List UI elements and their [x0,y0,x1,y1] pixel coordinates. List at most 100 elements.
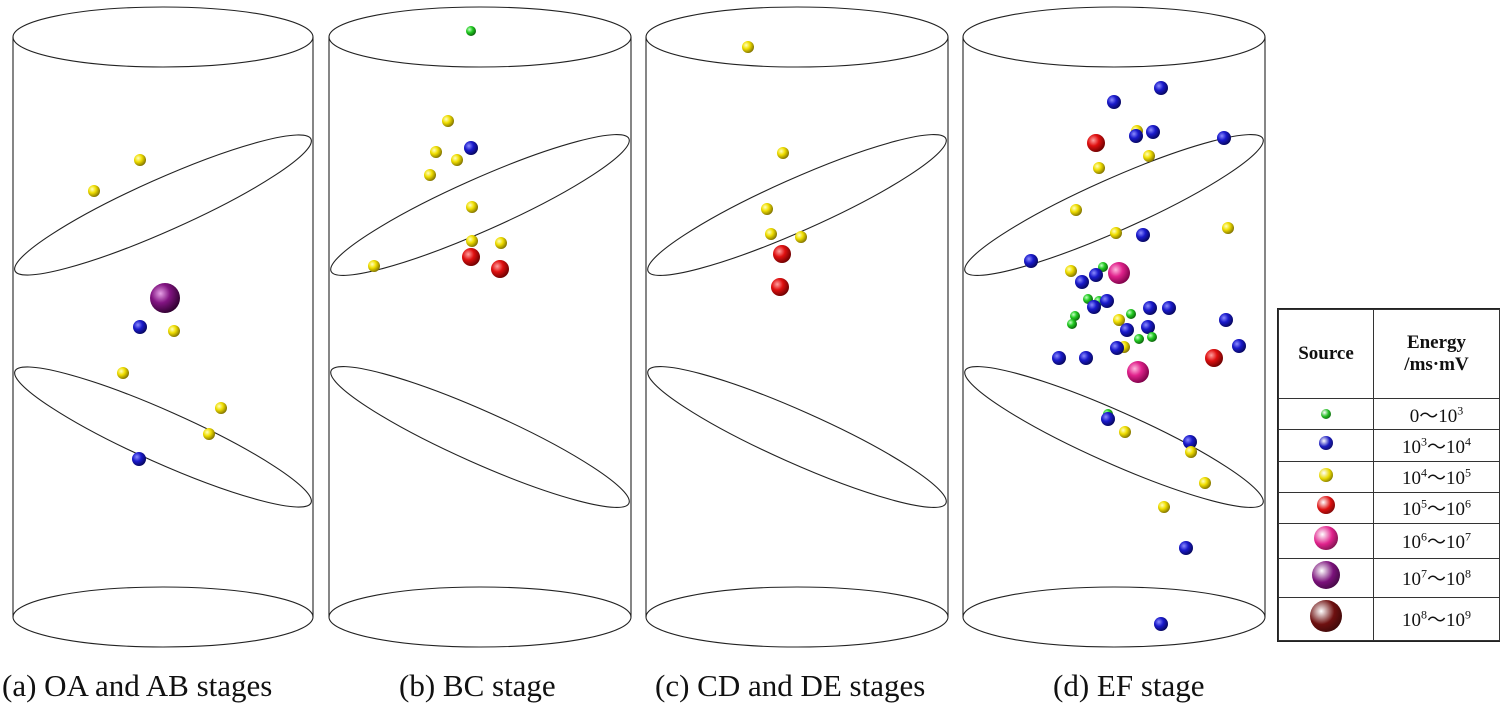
source-event [466,201,478,213]
legend-range-cell: 105～106 [1373,491,1500,524]
source-event [1222,222,1234,234]
source-event [1143,150,1155,162]
caption-d: (d) EF stage [1053,668,1205,703]
legend-row: 106～107 [1278,522,1500,559]
legend-range-high: 10 [1446,569,1465,591]
cylinder-a-top [12,6,314,68]
legend-range-high: 10 [1446,436,1465,458]
legend-range-low: 10 [1401,436,1421,458]
sources-a [88,154,227,466]
legend-range-high: 10 [1446,499,1465,521]
legend-row: 0～103 [1278,398,1500,431]
caption-c: (c) CD and DE stages [655,668,926,703]
source-event [132,452,146,466]
cylinder-a-bottom [12,586,314,648]
source-event [795,231,807,243]
source-event [1134,334,1144,344]
source-event [451,154,463,166]
source-event [1093,162,1105,174]
source-event [134,154,146,166]
source-event [1107,95,1121,109]
source-event [117,367,129,379]
legend-sphere-icon [1319,467,1333,482]
energy-legend: Source Energy /ms·mV 0～103 103～104 104～105… [1277,308,1500,642]
cylinder-a [12,6,314,648]
source-event [215,402,227,414]
cylinder-b-top [328,6,632,68]
legend-sphere-icon [1312,560,1340,589]
legend-range-high-exp: 4 [1465,434,1471,449]
source-event [1154,617,1168,631]
source-event [1143,301,1157,315]
legend-symbol-cell [1278,491,1374,524]
legend-range-high-exp: 8 [1465,566,1471,581]
source-event [368,260,380,272]
legend-sphere-icon [1317,495,1335,514]
source-event [442,115,454,127]
source-event [491,260,509,278]
source-event [1154,81,1168,95]
source-event [765,228,777,240]
legend-range-cell: 0～103 [1373,398,1500,431]
legend-range-cell: 106～107 [1373,522,1500,559]
legend-range-low: 10 [1401,569,1421,591]
source-event [462,248,480,266]
legend-range-high: 10 [1446,610,1465,632]
source-event [1162,301,1176,315]
source-event [1147,332,1157,342]
source-event [742,41,754,53]
cylinder-c-plane-lower [647,366,947,508]
legend-range-high-exp: 6 [1465,497,1471,512]
source-event [777,147,789,159]
source-event [133,320,147,334]
legend-symbol-cell [1278,596,1374,642]
legend-row: 103～104 [1278,429,1500,462]
legend-range-high-exp: 3 [1457,403,1464,418]
sources-d [1024,81,1246,631]
source-event [1129,129,1143,143]
source-event [88,185,100,197]
legend-range-high-exp: 5 [1465,465,1471,480]
legend-symbol-cell [1278,460,1374,493]
source-event [1065,265,1077,277]
legend-range-sep: ～ [1426,532,1446,554]
legend-range-low-exp: 5 [1420,497,1427,512]
legend-range-high-exp: 9 [1465,607,1471,622]
cylinder-a-plane-upper [14,134,312,276]
source-event [1119,426,1131,438]
source-event [1075,275,1089,289]
legend-rows: 0～103 103～104 104～105 105～106 106～107 107～108… [1278,398,1500,642]
legend-range-sep: ～ [1426,569,1446,591]
sources-b [368,26,509,278]
legend-range-low: 10 [1401,499,1421,521]
source-event [1158,501,1170,513]
source-event [1217,131,1231,145]
source-event [495,237,507,249]
cylinder-d [962,6,1266,648]
sources-c [742,41,807,296]
legend-sphere-icon [1314,525,1338,550]
legend-row: 104～105 [1278,460,1500,493]
cylinder-c-top [645,6,949,68]
source-event [430,146,442,158]
cylinder-c-plane-upper [647,134,947,276]
cylinder-a-plane-lower [14,366,312,508]
legend-header-energy-line1: Energy [1406,332,1467,354]
legend-sphere-icon [1310,599,1342,632]
legend-range-sep: ～ [1426,610,1446,632]
cylinder-b-plane-upper [330,134,630,276]
source-event [1183,435,1197,449]
source-event [168,325,180,337]
legend-range-low: 10 [1401,610,1421,632]
source-event [1070,311,1080,321]
legend-symbol-cell [1278,429,1374,462]
legend-range-cell: 108～109 [1373,596,1500,642]
legend-range-sep: ～ [1426,468,1446,490]
source-event [203,428,215,440]
source-event [1136,228,1150,242]
source-event [1087,134,1105,152]
source-event [1179,541,1193,555]
source-event [466,235,478,247]
legend-range-low: 10 [1401,532,1421,554]
source-event [1100,294,1114,308]
